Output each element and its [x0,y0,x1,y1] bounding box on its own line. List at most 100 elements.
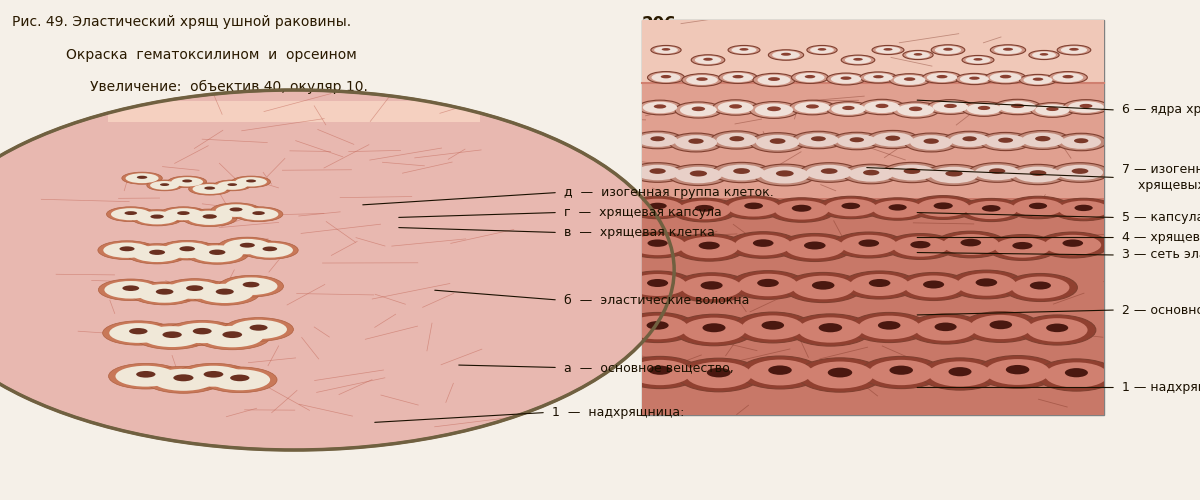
Ellipse shape [792,131,845,149]
Ellipse shape [172,177,203,186]
Ellipse shape [108,364,184,389]
Ellipse shape [811,136,826,141]
Ellipse shape [668,164,728,186]
Ellipse shape [1010,104,1025,108]
Ellipse shape [623,232,692,258]
Ellipse shape [961,312,1040,342]
Ellipse shape [982,205,1001,212]
Ellipse shape [817,48,827,50]
Ellipse shape [742,316,804,340]
Ellipse shape [1030,282,1051,290]
Ellipse shape [186,286,203,291]
Ellipse shape [1016,130,1069,150]
Bar [642,198,1104,415]
Ellipse shape [661,48,671,50]
Ellipse shape [832,103,865,115]
Ellipse shape [936,75,948,78]
Ellipse shape [151,369,215,391]
Ellipse shape [222,331,242,338]
Ellipse shape [719,164,764,180]
Ellipse shape [686,75,718,85]
Ellipse shape [620,271,695,299]
Ellipse shape [1046,324,1068,332]
Ellipse shape [137,284,192,302]
Text: б  —  эластические волокна: б — эластические волокна [564,294,749,306]
Ellipse shape [632,198,683,216]
Ellipse shape [250,324,268,330]
Ellipse shape [235,177,266,186]
Ellipse shape [804,242,826,250]
Ellipse shape [730,270,806,300]
Ellipse shape [1074,138,1088,143]
Ellipse shape [774,200,829,220]
Ellipse shape [1064,368,1088,378]
Ellipse shape [905,133,958,152]
Ellipse shape [223,239,271,254]
Ellipse shape [110,208,150,220]
Ellipse shape [232,176,270,188]
Ellipse shape [648,202,667,209]
Ellipse shape [798,318,863,342]
Ellipse shape [190,282,259,305]
Ellipse shape [924,164,984,186]
Ellipse shape [889,74,930,86]
Ellipse shape [671,198,738,222]
Ellipse shape [911,241,930,248]
Ellipse shape [886,136,900,141]
Ellipse shape [860,356,942,388]
Ellipse shape [263,246,277,251]
Ellipse shape [935,46,961,54]
Ellipse shape [173,374,193,382]
Ellipse shape [755,104,793,117]
Ellipse shape [894,75,925,85]
Ellipse shape [948,270,1025,299]
Ellipse shape [223,318,294,341]
Ellipse shape [695,56,721,64]
Ellipse shape [1063,100,1109,114]
Ellipse shape [967,103,1001,115]
Ellipse shape [142,326,203,347]
Ellipse shape [778,234,852,262]
Ellipse shape [1074,204,1093,211]
Ellipse shape [928,100,973,114]
Ellipse shape [796,73,824,82]
Ellipse shape [234,207,283,222]
Text: 1  —  надхрящница:: 1 — надхрящница: [552,406,684,419]
Ellipse shape [0,90,674,450]
Ellipse shape [806,165,852,180]
Ellipse shape [218,276,283,297]
Ellipse shape [628,316,688,340]
Ellipse shape [806,104,818,108]
Ellipse shape [956,273,1016,296]
Ellipse shape [654,104,666,108]
Ellipse shape [960,239,982,246]
Ellipse shape [892,102,940,118]
Ellipse shape [126,174,158,183]
Ellipse shape [230,374,250,381]
Ellipse shape [902,50,934,59]
Ellipse shape [122,286,139,291]
Ellipse shape [1068,101,1104,113]
Ellipse shape [798,133,839,147]
Ellipse shape [1036,359,1117,391]
Ellipse shape [647,279,668,287]
Ellipse shape [216,204,257,217]
Ellipse shape [858,316,920,340]
Ellipse shape [840,76,852,80]
Ellipse shape [850,274,910,296]
Ellipse shape [648,366,672,375]
Ellipse shape [230,320,287,339]
Ellipse shape [973,58,983,60]
Ellipse shape [224,278,277,295]
Text: д  —  изогенная группа клеток.: д — изогенная группа клеток. [564,186,774,199]
Ellipse shape [162,278,228,301]
Ellipse shape [872,46,904,54]
Ellipse shape [683,318,745,342]
Ellipse shape [790,100,835,115]
Ellipse shape [985,134,1026,148]
Ellipse shape [956,74,992,85]
Ellipse shape [995,238,1050,258]
Ellipse shape [750,102,798,118]
Ellipse shape [935,322,956,331]
Ellipse shape [845,56,871,64]
